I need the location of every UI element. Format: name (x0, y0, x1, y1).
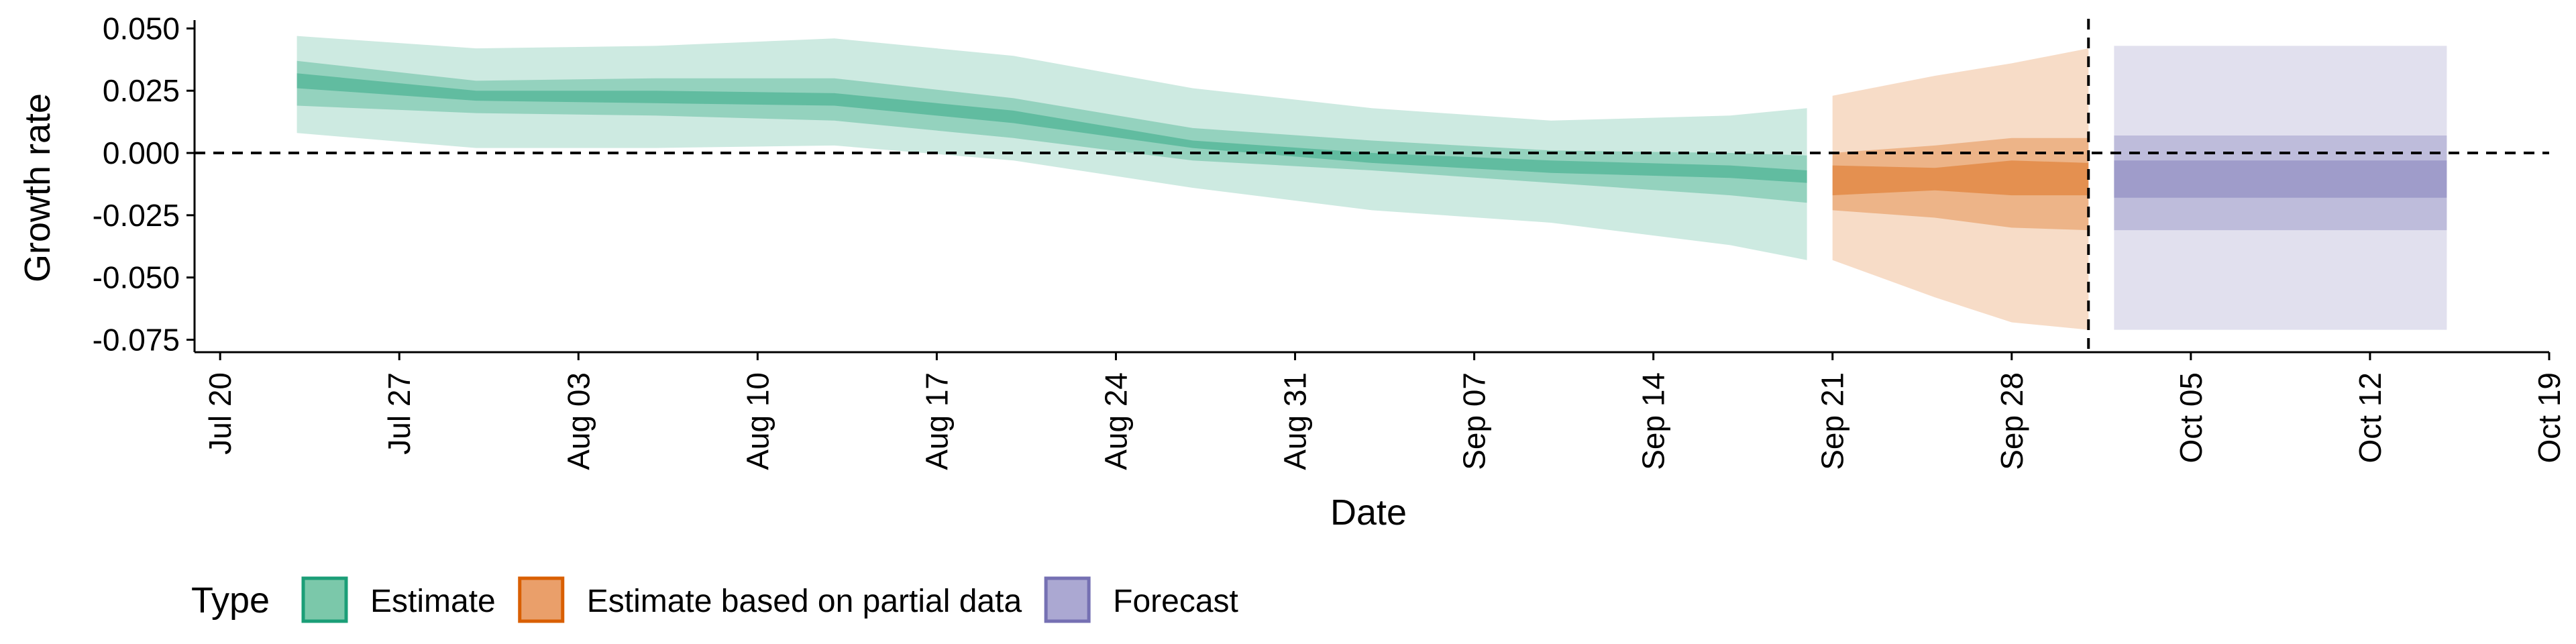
band-layer (297, 36, 2447, 330)
x-tick-label: Jul 27 (382, 372, 417, 455)
legend-key-forecast (1044, 576, 1091, 623)
forecast-middle-band (2114, 136, 2447, 231)
y-tick-label: -0.075 (93, 322, 180, 357)
x-tick-label: Oct 05 (2174, 372, 2208, 464)
x-tick-label: Sep 07 (1457, 372, 1492, 470)
estimate-based-on-partial-data-outer-band (1832, 48, 2089, 330)
y-tick-label: 0.025 (103, 73, 180, 108)
legend-title: Type (191, 580, 270, 621)
x-tick-label: Aug 24 (1098, 372, 1133, 470)
x-tick-label: Oct 19 (2532, 372, 2567, 464)
y-axis-label: Growth rate (17, 93, 58, 282)
forecast-outer-band (2114, 46, 2447, 330)
axes: 0.050 0.025 0.000 -0.025 -0.050 -0.075 Jul 20 J… (93, 11, 2567, 470)
estimate-middle-band (297, 60, 1807, 203)
x-tick-label: Aug 03 (561, 372, 596, 470)
legend-key-estimate-based-on-partial-data (518, 576, 565, 623)
x-tick-label: Jul 20 (203, 372, 237, 455)
y-tick-label: -0.050 (93, 260, 180, 295)
estimate-outer-band (297, 36, 1807, 260)
x-tick-label: Aug 17 (919, 372, 954, 470)
reference-lines (195, 19, 2549, 352)
estimate-based-on-partial-data-inner-band (1832, 160, 2089, 196)
y-tick-label: 0.050 (103, 11, 180, 46)
legend-label-forecast: Forecast (1113, 584, 1238, 619)
x-tick-label: Oct 12 (2353, 372, 2387, 464)
legend: Type Estimate Estimate based on partial d… (191, 576, 1238, 623)
forecast-inner-band (2114, 160, 2447, 198)
estimate-inner-band (297, 73, 1807, 183)
estimate-based-on-partial-data-middle-band (1832, 138, 2089, 231)
legend-label-estimate-based-on-partial-data: Estimate based on partial data (587, 584, 1022, 619)
x-tick-label: Aug 31 (1278, 372, 1313, 470)
x-tick-label: Aug 10 (740, 372, 775, 470)
y-tick-label: 0.000 (103, 136, 180, 170)
legend-label-estimate: Estimate (370, 584, 496, 619)
x-axis-label: Date (1330, 492, 1407, 533)
x-tick-label: Sep 21 (1815, 372, 1850, 470)
legend-key-estimate (301, 576, 348, 623)
y-tick-label: -0.025 (93, 198, 180, 233)
x-tick-label: Sep 28 (1994, 372, 2029, 470)
x-tick-label: Sep 14 (1636, 372, 1671, 470)
